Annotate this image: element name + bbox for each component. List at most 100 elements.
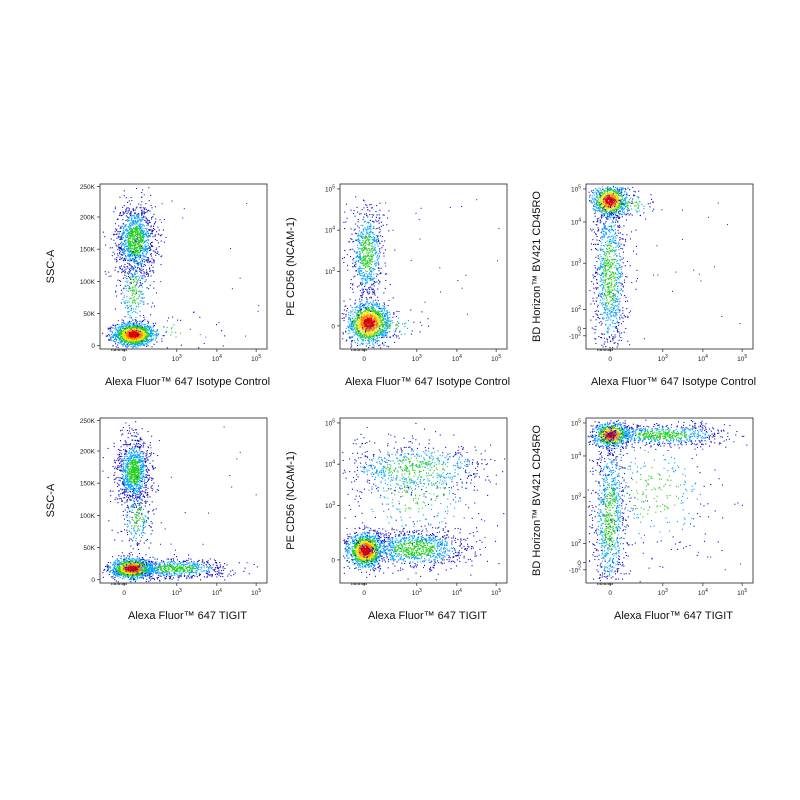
data-point xyxy=(127,334,129,336)
data-point xyxy=(147,251,149,253)
data-point xyxy=(375,312,377,314)
data-point xyxy=(355,324,357,326)
data-point xyxy=(372,333,374,335)
data-point xyxy=(132,220,134,222)
data-point xyxy=(115,229,117,231)
data-point xyxy=(383,324,385,326)
data-point xyxy=(122,333,124,335)
data-point xyxy=(380,322,382,324)
data-point xyxy=(132,223,134,225)
data-point xyxy=(125,248,127,250)
data-point xyxy=(127,247,129,249)
data-point xyxy=(139,277,141,279)
data-point xyxy=(133,238,135,240)
data-point xyxy=(127,285,129,287)
data-point xyxy=(383,308,385,310)
data-point xyxy=(138,225,140,227)
data-point xyxy=(136,341,138,343)
data-point xyxy=(156,333,158,335)
data-point xyxy=(369,338,371,340)
data-point xyxy=(136,223,138,225)
data-point xyxy=(135,330,137,332)
data-point xyxy=(109,327,111,329)
data-point xyxy=(148,335,150,337)
data-point xyxy=(365,282,367,284)
data-point xyxy=(123,258,125,260)
data-point xyxy=(123,250,125,252)
data-point xyxy=(180,344,182,346)
y-tick-label: 50K xyxy=(83,311,95,318)
data-point xyxy=(134,244,136,246)
data-point xyxy=(153,262,155,264)
data-point xyxy=(362,242,364,244)
data-point xyxy=(123,320,125,322)
data-point xyxy=(369,291,371,293)
data-point xyxy=(156,341,158,343)
data-point xyxy=(122,211,124,213)
data-point xyxy=(153,305,155,307)
data-point xyxy=(370,335,372,337)
data-point xyxy=(131,268,133,270)
data-point xyxy=(123,266,125,268)
data-point xyxy=(115,334,117,336)
data-point xyxy=(137,327,139,329)
data-point xyxy=(118,324,120,326)
data-point xyxy=(149,335,151,337)
scatter-points xyxy=(102,187,260,349)
data-point xyxy=(135,240,137,242)
data-point xyxy=(147,345,149,347)
data-point xyxy=(364,311,366,313)
data-point xyxy=(362,305,364,307)
data-point xyxy=(121,333,123,335)
data-point xyxy=(116,245,118,247)
data-point xyxy=(365,345,367,347)
data-point xyxy=(138,216,140,218)
data-point xyxy=(138,336,140,338)
data-point xyxy=(368,257,370,259)
data-point xyxy=(140,223,142,225)
data-point xyxy=(134,265,136,267)
data-point xyxy=(373,282,375,284)
data-point xyxy=(120,227,122,229)
data-point xyxy=(111,332,113,334)
data-point xyxy=(145,255,147,257)
data-point xyxy=(132,254,134,256)
data-point xyxy=(124,277,126,279)
data-point xyxy=(367,266,369,268)
data-point xyxy=(221,330,223,332)
data-point xyxy=(102,332,104,334)
data-point xyxy=(366,240,368,242)
data-point xyxy=(145,336,147,338)
data-point xyxy=(151,233,153,235)
data-point xyxy=(379,250,381,252)
data-point xyxy=(146,338,148,340)
data-point xyxy=(360,295,362,297)
data-point xyxy=(114,341,116,343)
data-point xyxy=(127,248,129,250)
data-point xyxy=(384,326,386,328)
data-point xyxy=(166,330,168,332)
data-point xyxy=(350,283,352,285)
data-point xyxy=(122,292,124,294)
data-point xyxy=(356,315,358,317)
data-point xyxy=(358,227,360,229)
data-point xyxy=(128,329,130,331)
data-point xyxy=(117,271,119,273)
data-point xyxy=(134,247,136,249)
data-point xyxy=(141,344,143,346)
data-point xyxy=(137,329,139,331)
data-point xyxy=(142,338,144,340)
data-point xyxy=(118,244,120,246)
data-point xyxy=(385,325,387,327)
data-point xyxy=(360,282,362,284)
data-point xyxy=(139,343,141,345)
data-point xyxy=(132,221,134,223)
data-point xyxy=(131,343,133,345)
data-point xyxy=(144,246,146,248)
data-point xyxy=(367,274,369,276)
data-point xyxy=(123,343,125,345)
data-point xyxy=(149,268,151,270)
data-point xyxy=(139,256,141,258)
data-point xyxy=(132,330,134,332)
data-point xyxy=(141,342,143,344)
